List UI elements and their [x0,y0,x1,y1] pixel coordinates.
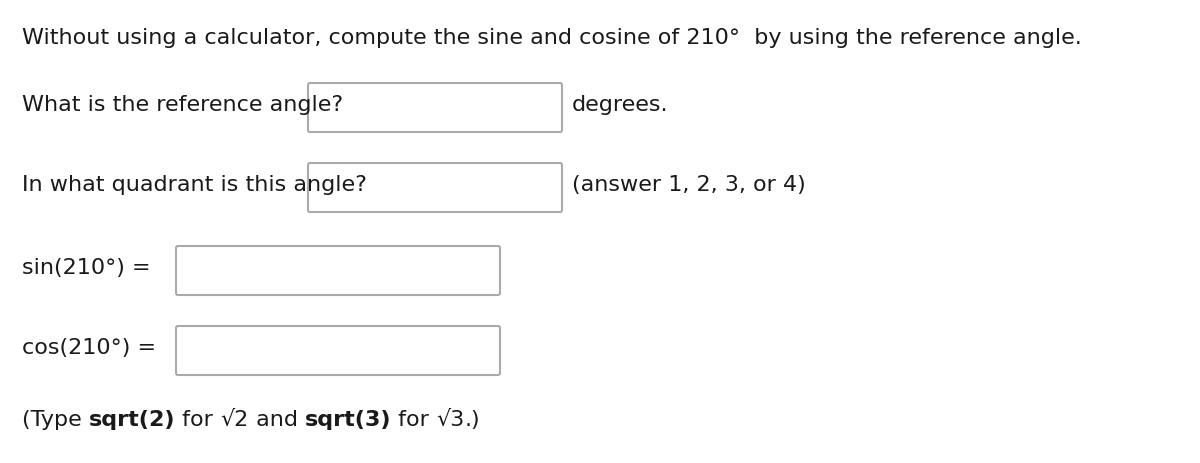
Text: √3: √3 [437,410,464,430]
Text: degrees.: degrees. [572,95,668,115]
FancyBboxPatch shape [176,326,500,375]
Text: sqrt(3): sqrt(3) [305,410,391,430]
Text: (Type: (Type [22,410,89,430]
Text: sqrt(2): sqrt(2) [89,410,175,430]
Text: for: for [175,410,221,430]
FancyBboxPatch shape [308,83,562,132]
Text: What is the reference angle?: What is the reference angle? [22,95,343,115]
Text: sin(210°) =: sin(210°) = [22,258,151,278]
Text: and: and [248,410,305,430]
FancyBboxPatch shape [176,246,500,295]
FancyBboxPatch shape [308,163,562,212]
Text: Without using a calculator, compute the sine and cosine of 210°  by using the re: Without using a calculator, compute the … [22,28,1081,48]
Text: cos(210°) =: cos(210°) = [22,338,156,358]
Text: for: for [391,410,437,430]
Text: (answer 1, 2, 3, or 4): (answer 1, 2, 3, or 4) [572,175,805,195]
Text: In what quadrant is this angle?: In what quadrant is this angle? [22,175,367,195]
Text: √2: √2 [221,410,248,430]
Text: .): .) [464,410,480,430]
